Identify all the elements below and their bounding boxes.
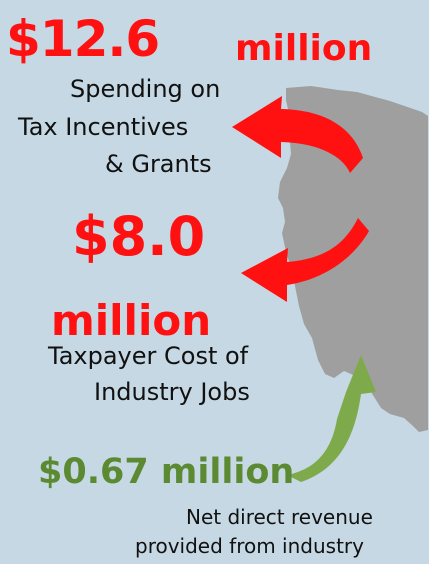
taxpayer-cost-amount: $8.0 — [72, 205, 206, 268]
curved-green-arrow-icon — [287, 355, 376, 482]
net-revenue-label-line-1: Net direct revenue — [186, 505, 373, 529]
taxpayer-cost-label-line-2: Industry Jobs — [94, 378, 250, 406]
net-revenue-amount: $0.67 million — [38, 452, 295, 492]
spending-label-line-3: & Grants — [105, 150, 212, 178]
taxpayer-cost-unit: million — [51, 296, 212, 345]
curved-red-arrow-icon — [232, 96, 363, 173]
spending-label-line-2: Tax Incentives — [18, 113, 189, 141]
spending-label-line-1: Spending on — [70, 75, 221, 103]
illinois-map-icon — [278, 86, 428, 432]
curved-red-arrow-icon — [241, 218, 369, 302]
taxpayer-cost-label-line-1: Taxpayer Cost of — [48, 342, 249, 370]
spending-unit: million — [235, 28, 373, 69]
net-revenue-label-line-2: provided from industry — [135, 534, 364, 558]
spending-amount: $12.6 — [6, 10, 160, 68]
